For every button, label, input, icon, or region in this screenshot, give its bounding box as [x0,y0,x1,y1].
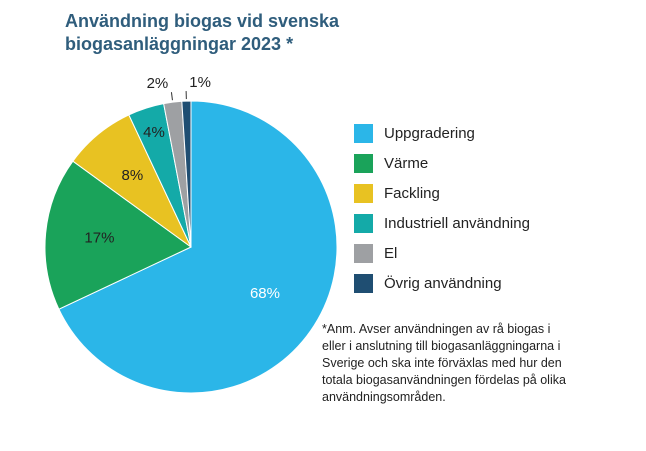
legend-swatch [354,183,373,203]
legend-label: Uppgradering [384,124,475,142]
legend-swatch [354,273,373,293]
legend-swatch [354,153,373,173]
pie-slice-varme [44,160,192,310]
legend-swatch [354,213,373,233]
footnote: *Anm. Avser användningen av rå biogas i … [322,321,642,406]
legend-label: Industriell användning [384,214,530,232]
pie-slice-ovrig [181,100,192,248]
legend-item-uppgradering: Uppgradering [354,118,530,148]
legend-label: Fackling [384,184,440,202]
chart-title: Användning biogas vid svenska biogasanlä… [65,10,385,56]
legend-item-varme: Värme [354,148,530,178]
legend-swatch [354,123,373,143]
legend-item-ovrig: Övrig användning [354,268,530,298]
legend-item-el: El [354,238,530,268]
legend-label: El [384,244,398,262]
legend-swatch [354,243,373,263]
footnote-line: eller i anslutning till biogasanläggning… [322,339,561,353]
data-label-uppgradering: 68% [250,285,280,302]
legend-label: Värme [384,154,429,172]
footnote-line: totala biogasanvändningen fördelas på ol… [322,373,566,387]
data-label-varme: 17% [84,229,114,246]
data-label-fackling: 8% [122,167,144,184]
legend-label: Övrig användning [384,274,502,292]
footnote-line: *Anm. Avser användningen av rå biogas i [322,322,551,336]
legend-item-fackling: Fackling [354,178,530,208]
data-label-el: 2% [147,75,169,92]
leader-line [170,92,173,101]
chart-title-line-1: Användning biogas vid svenska [65,11,340,31]
pie-slice-uppgradering [58,100,338,394]
footnote-line: Sverige och ska inte förväxlas med hur d… [322,356,562,370]
footnote-line: användningsområden. [322,390,446,404]
legend: Uppgradering Värme Fackling Industriell … [354,118,530,298]
chart-title-line-2: biogasanläggningar 2023 * [65,34,294,54]
legend-item-industriell: Industriell användning [354,208,530,238]
data-label-ovrig: 1% [189,74,211,91]
data-label-industriell: 4% [143,124,165,141]
